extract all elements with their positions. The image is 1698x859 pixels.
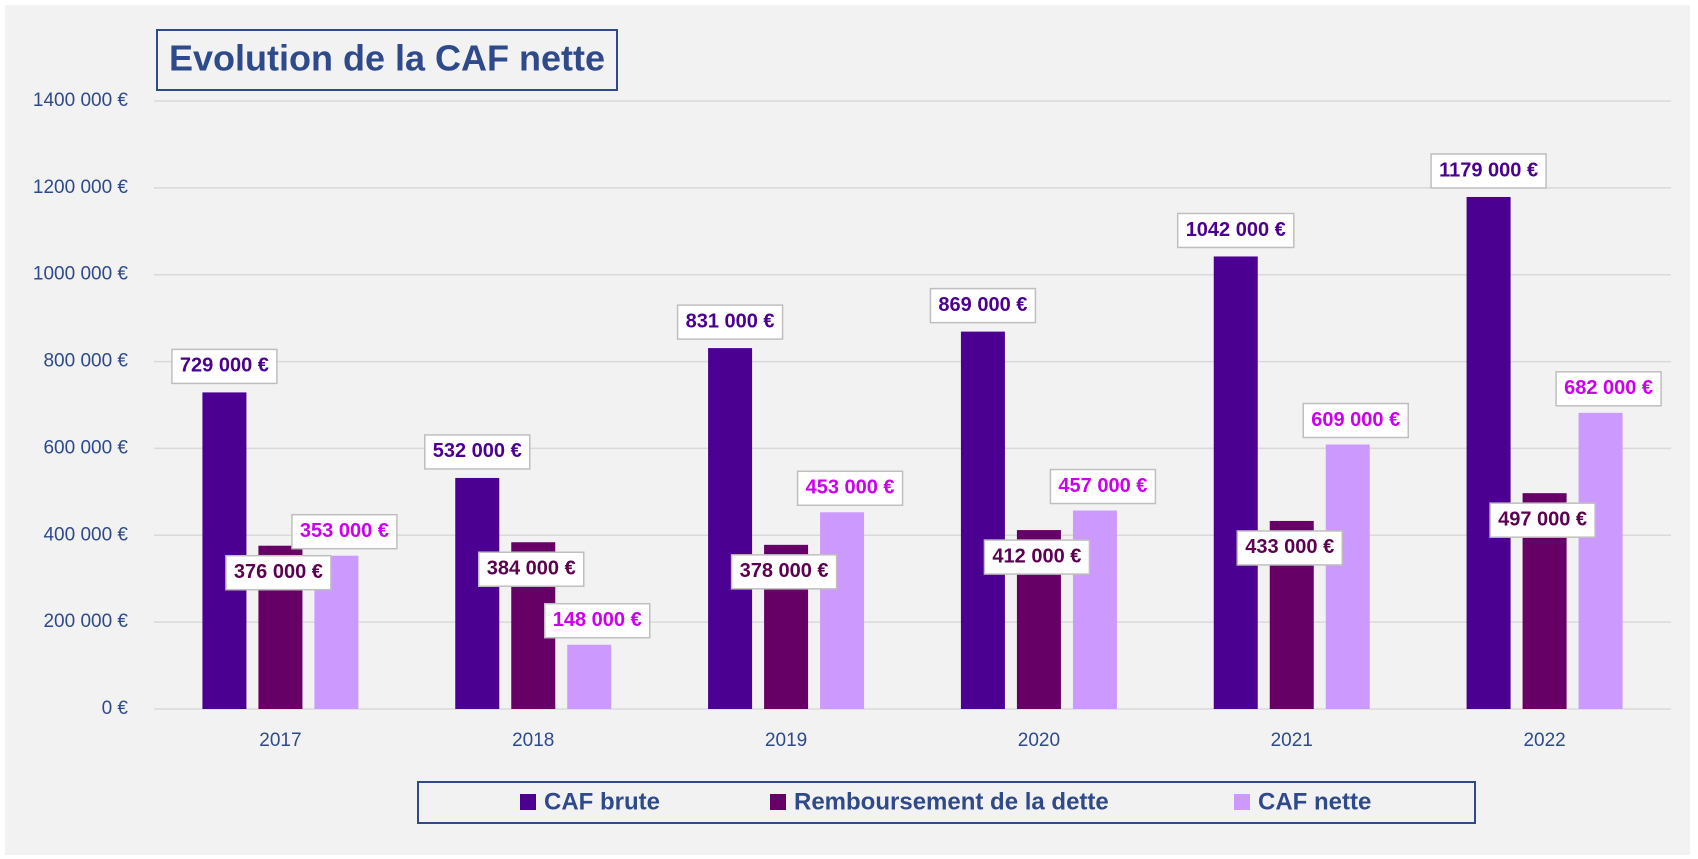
value-label-box [544,602,651,639]
value-label-box [1236,530,1343,566]
bar [567,644,612,709]
legend-swatch [520,794,536,810]
bar [455,477,500,709]
value-label-box [291,513,398,550]
value-label: 682 000 € [1564,377,1653,399]
legend-label: CAF brute [544,788,660,815]
value-label: 532 000 € [433,440,522,462]
value-label: 609 000 € [1311,409,1400,431]
value-label: 1179 000 € [1439,159,1538,181]
value-label: 148 000 € [553,609,642,631]
y-tick-label: 1000 000 € [33,264,129,285]
value-label-box [424,434,531,470]
chart-title: Evolution de la CAF nette [169,38,605,79]
value-label-box [1489,502,1596,538]
value-label-box [1302,402,1409,439]
value-label: 433 000 € [1245,536,1334,558]
value-label: 378 000 € [740,560,829,582]
x-tick-label: 2020 [1018,730,1060,751]
chart-background [5,5,1690,855]
value-label: 453 000 € [806,477,895,499]
value-label-box [225,554,332,591]
value-label-box [1176,212,1295,249]
bar [1213,256,1258,709]
x-tick-label: 2017 [259,730,301,751]
bar [202,392,247,709]
value-label: 412 000 € [992,545,1081,567]
y-tick-label: 600 000 € [43,437,128,458]
bar [1325,444,1370,709]
value-label-box [1555,371,1662,407]
bar [960,331,1005,709]
bar [1466,196,1511,709]
value-label: 497 000 € [1498,508,1587,530]
value-label: 457 000 € [1058,475,1147,497]
x-tick-label: 2018 [512,730,554,751]
y-tick-label: 400 000 € [43,524,128,545]
y-tick-label: 200 000 € [43,611,128,632]
y-tick-label: 800 000 € [43,351,128,372]
legend-box [417,781,1476,824]
legend-swatch [1234,794,1250,810]
bar [1578,412,1623,709]
legend-label: CAF nette [1258,788,1371,815]
value-label-box [929,287,1037,324]
value-label-box [676,304,784,340]
bar [708,348,753,709]
value-label: 353 000 € [300,520,389,542]
y-tick-label: 0 € [102,698,129,719]
value-label: 831 000 € [686,310,775,332]
title-box [156,29,618,91]
legend-swatch [770,794,786,810]
value-label-box [796,470,904,507]
value-label: 1042 000 € [1186,219,1286,241]
value-label-box [171,348,278,385]
value-label-box [730,554,838,590]
x-tick-label: 2019 [765,730,807,751]
y-tick-label: 1400 000 € [33,90,129,111]
value-label: 384 000 € [487,558,576,580]
bar [820,512,865,709]
x-tick-label: 2022 [1523,730,1565,751]
value-label-box [1049,468,1157,505]
value-label-box [983,539,1091,575]
value-label: 729 000 € [180,355,269,377]
value-label-box [478,551,585,587]
value-label: 376 000 € [234,561,323,583]
legend-label: Remboursement de la dette [794,788,1109,815]
value-label-box [1430,153,1547,189]
x-tick-label: 2021 [1271,730,1313,751]
y-tick-label: 1200 000 € [33,177,129,198]
value-label: 869 000 € [938,294,1027,316]
